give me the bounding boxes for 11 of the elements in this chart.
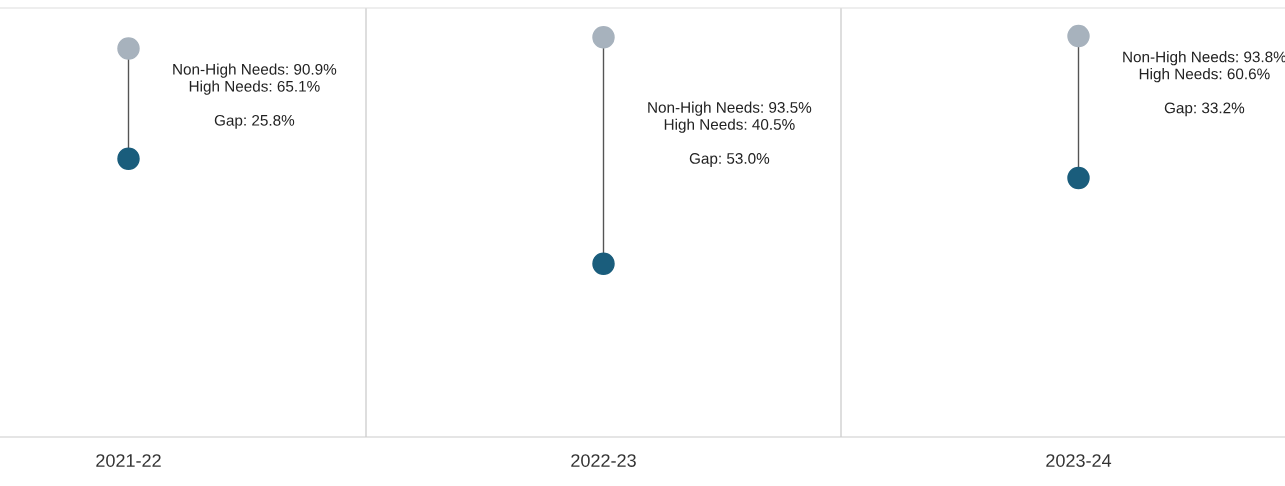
point	[117, 147, 140, 170]
x-tick-label: 2023-24	[1046, 454, 1112, 467]
point	[1067, 166, 1090, 190]
text: Non-High Needs: 90.9% High Needs: 65.1% Gap: 25.8%	[173, 63, 337, 129]
point	[592, 26, 615, 49]
x-tick-label: 2022-23	[571, 454, 636, 467]
point	[592, 252, 615, 276]
x-tick-label: 2021-22	[96, 454, 161, 467]
text: Non-High Needs: 93.5% High Needs: 40.5% Gap: 53.0%	[648, 101, 812, 167]
point	[117, 37, 140, 60]
point	[1067, 24, 1090, 48]
